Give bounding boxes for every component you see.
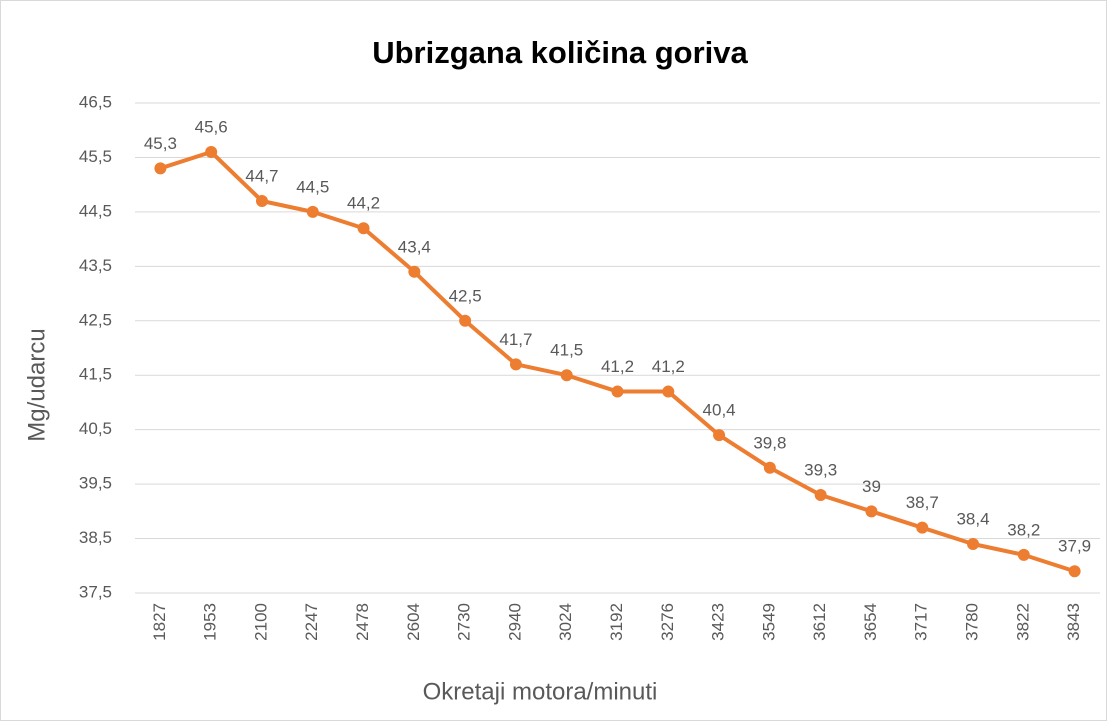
x-tick-label: 3780 bbox=[963, 603, 982, 641]
data-label: 37,9 bbox=[1058, 537, 1091, 556]
data-label: 41,2 bbox=[652, 357, 685, 376]
x-tick-label: 3822 bbox=[1013, 603, 1032, 641]
point bbox=[713, 429, 726, 442]
data-label: 41,5 bbox=[550, 341, 583, 360]
x-tick-label: 3276 bbox=[658, 603, 677, 641]
x-tick-label: 2247 bbox=[302, 603, 321, 641]
y-tick-label: 37,5 bbox=[79, 582, 112, 601]
x-tick-label: 3612 bbox=[810, 603, 829, 641]
point bbox=[408, 265, 421, 278]
x-tick-label: 2478 bbox=[353, 603, 372, 641]
data-label: 39,3 bbox=[804, 460, 837, 479]
data-label: 40,4 bbox=[703, 401, 736, 420]
data-label: 44,2 bbox=[347, 194, 380, 213]
data-label: 43,4 bbox=[398, 237, 431, 256]
data-label: 38,7 bbox=[906, 493, 939, 512]
y-tick-label: 38,5 bbox=[79, 528, 112, 547]
x-tick-label: 3024 bbox=[556, 603, 575, 641]
y-tick-label: 39,5 bbox=[79, 474, 112, 493]
data-label: 44,5 bbox=[296, 177, 329, 196]
y-tick-label: 46,5 bbox=[79, 92, 112, 111]
data-label: 39 bbox=[862, 477, 881, 496]
point bbox=[357, 222, 370, 235]
data-label: 38,2 bbox=[1007, 520, 1040, 539]
data-label: 41,2 bbox=[601, 357, 634, 376]
point bbox=[814, 489, 827, 501]
x-tick-label: 2100 bbox=[251, 603, 270, 641]
point bbox=[916, 521, 929, 534]
y-tick-label: 40,5 bbox=[79, 419, 112, 438]
y-axis-label: Mg/udarcu bbox=[23, 328, 50, 441]
data-label: 42,5 bbox=[449, 286, 482, 305]
y-tick-label: 44,5 bbox=[79, 201, 112, 220]
y-tick-label: 41,5 bbox=[79, 365, 112, 384]
data-label: 45,3 bbox=[144, 134, 177, 153]
point bbox=[763, 461, 776, 474]
data-label: 44,7 bbox=[245, 166, 278, 185]
point bbox=[154, 162, 167, 175]
x-tick-label: 3549 bbox=[759, 603, 778, 641]
y-tick-label: 43,5 bbox=[79, 256, 112, 275]
point bbox=[509, 358, 522, 371]
y-tick-label: 42,5 bbox=[79, 310, 112, 329]
point bbox=[1017, 548, 1030, 561]
chart-title: Ubrizgana količina goriva bbox=[372, 35, 748, 70]
data-label: 41,7 bbox=[499, 330, 532, 349]
point bbox=[306, 205, 319, 218]
x-tick-label: 1827 bbox=[150, 603, 169, 641]
point bbox=[205, 146, 218, 158]
x-tick-label: 3192 bbox=[607, 603, 626, 641]
data-label: 45,6 bbox=[195, 117, 228, 136]
x-tick-label: 3654 bbox=[861, 603, 880, 641]
point bbox=[865, 505, 878, 518]
x-tick-label: 3423 bbox=[709, 603, 728, 641]
x-tick-label: 1953 bbox=[201, 603, 220, 641]
data-label: 38,4 bbox=[956, 509, 989, 528]
x-tick-label: 3843 bbox=[1064, 603, 1083, 641]
point bbox=[1068, 565, 1081, 578]
x-tick-label: 2730 bbox=[455, 603, 474, 641]
data-label: 39,8 bbox=[753, 433, 786, 452]
point bbox=[611, 385, 624, 398]
point bbox=[255, 195, 268, 207]
x-tick-label: 3717 bbox=[912, 603, 931, 641]
point bbox=[560, 369, 573, 382]
x-tick-label: 2940 bbox=[505, 603, 524, 641]
x-tick-label: 2604 bbox=[404, 603, 423, 641]
x-axis-label: Okretaji motora/minuti bbox=[423, 678, 658, 705]
point bbox=[459, 314, 472, 327]
y-tick-label: 45,5 bbox=[79, 147, 112, 166]
point bbox=[662, 385, 675, 398]
point bbox=[967, 538, 980, 550]
